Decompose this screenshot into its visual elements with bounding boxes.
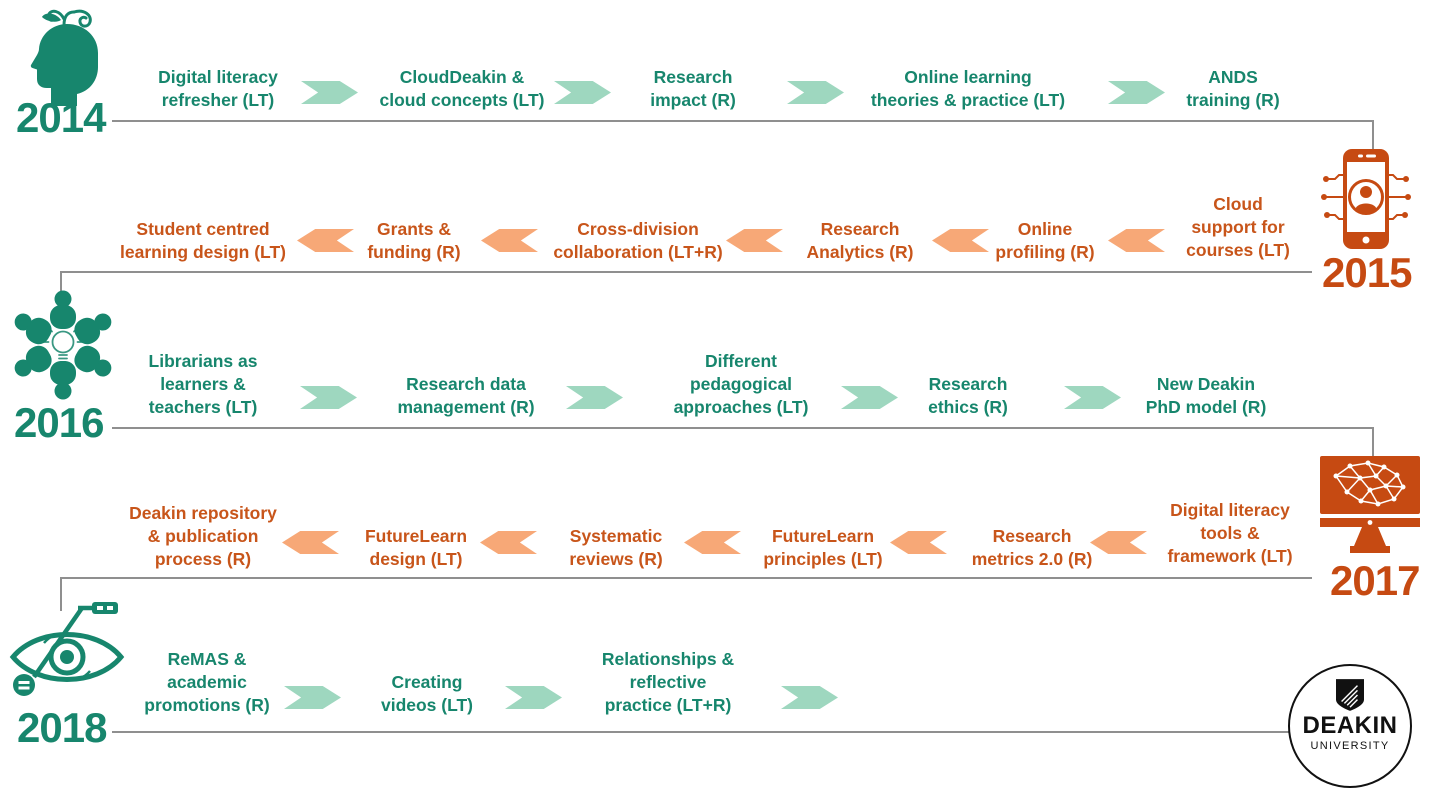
flow-arrow-right-icon: [781, 686, 838, 709]
year-label-2014: 2014: [16, 94, 106, 141]
timeline-connector-2017-2018: [60, 577, 62, 611]
flow-arrow-right-icon: [841, 386, 898, 409]
flow-arrow-right-icon: [284, 686, 341, 709]
item-2014-ands-training: ANDS training (R): [1186, 67, 1280, 111]
item-2016-research-ethics: Research ethics (R): [928, 374, 1008, 418]
tech-eye-icon: [9, 602, 125, 696]
item-2018-remas-academic-promotions: ReMAS & academic promotions (R): [144, 649, 270, 716]
flow-arrow-left-icon: [481, 229, 538, 252]
flow-arrow-right-icon: [566, 386, 623, 409]
timeline-line-2015: [60, 271, 1312, 273]
item-2016-new-deakin-phd-model: New Deakin PhD model (R): [1145, 374, 1267, 418]
flow-arrow-right-icon: [1064, 386, 1121, 409]
flow-arrow-left-icon: [282, 531, 339, 554]
flow-arrow-right-icon: [300, 386, 357, 409]
timeline-connector-2014-2015: [1372, 120, 1374, 152]
item-2014-online-learning-theories: Online learning theories & practice (LT): [870, 67, 1066, 111]
item-2014-clouddeakin-cloud-concepts: CloudDeakin & cloud concepts (LT): [379, 67, 545, 111]
timeline-line-2014: [112, 120, 1374, 122]
flow-arrow-right-icon: [505, 686, 562, 709]
deakin-shield-icon: [1336, 679, 1364, 711]
deakin-university-logo: DEAKIN UNIVERSITY: [1288, 664, 1412, 788]
phone-avatar-circuit-icon: [1321, 149, 1411, 249]
item-2015-online-profiling: Online profiling (R): [995, 219, 1095, 263]
year-label-2018: 2018: [17, 704, 107, 751]
timeline-line-2018: [112, 731, 1289, 733]
flow-arrow-left-icon: [890, 531, 947, 554]
item-2015-cross-division-collaboration: Cross-division collaboration (LT+R): [553, 219, 723, 263]
timeline-connector-2015-2016: [60, 271, 62, 291]
item-2016-different-pedagogical-approaches: Different pedagogical approaches (LT): [673, 351, 809, 418]
deakin-logo-subtitle: UNIVERSITY: [1310, 740, 1390, 752]
timeline-line-2017: [60, 577, 1312, 579]
item-2014-research-impact: Research impact (R): [650, 67, 736, 111]
year-label-2015: 2015: [1322, 249, 1412, 296]
flow-arrow-left-icon: [726, 229, 783, 252]
year-label-2016: 2016: [14, 399, 104, 446]
item-2017-deakin-repository-publication: Deakin repository & publication process …: [129, 503, 277, 570]
item-2016-research-data-management: Research data management (R): [397, 374, 535, 418]
item-2016-librarians-as-learners-teachers: Librarians as learners & teachers (LT): [148, 351, 258, 418]
flow-arrow-left-icon: [297, 229, 354, 252]
flow-arrow-left-icon: [1108, 229, 1165, 252]
deakin-logo-name: DEAKIN: [1302, 712, 1398, 739]
flow-arrow-right-icon: [554, 81, 611, 104]
flow-arrow-right-icon: [301, 81, 358, 104]
item-2014-digital-literacy-refresher: Digital literacy refresher (LT): [158, 67, 278, 111]
flow-arrow-left-icon: [1090, 531, 1147, 554]
flow-arrow-right-icon: [787, 81, 844, 104]
team-lightbulb-icon: [9, 290, 117, 400]
item-2015-grants-funding: Grants & funding (R): [367, 219, 461, 263]
timeline-line-2016: [112, 427, 1373, 429]
item-2017-research-metrics-2-0: Research metrics 2.0 (R): [971, 526, 1093, 570]
item-2018-creating-videos: Creating videos (LT): [380, 672, 474, 716]
flow-arrow-left-icon: [932, 229, 989, 252]
item-2015-cloud-support-for-courses: Cloud support for courses (LT): [1186, 194, 1290, 261]
head-plant-icon: [30, 9, 98, 106]
item-2017-digital-literacy-tools-framework: Digital literacy tools & framework (LT): [1167, 500, 1293, 567]
flow-arrow-left-icon: [480, 531, 537, 554]
item-2017-systematic-reviews: Systematic reviews (R): [569, 526, 663, 570]
item-2015-research-analytics: Research Analytics (R): [806, 219, 914, 263]
item-2018-relationships-reflective-practice: Relationships & reflective practice (LT+…: [601, 649, 735, 716]
flow-arrow-right-icon: [1108, 81, 1165, 104]
monitor-neural-network-icon: [1320, 456, 1420, 553]
item-2017-futurelearn-design: FutureLearn design (LT): [364, 526, 468, 570]
item-2017-futurelearn-principles: FutureLearn principles (LT): [763, 526, 883, 570]
flow-arrow-left-icon: [684, 531, 741, 554]
item-2015-student-centred-learning-design: Student centred learning design (LT): [120, 219, 286, 263]
timeline-connector-2016-2017: [1372, 427, 1374, 458]
year-label-2017: 2017: [1330, 557, 1420, 604]
